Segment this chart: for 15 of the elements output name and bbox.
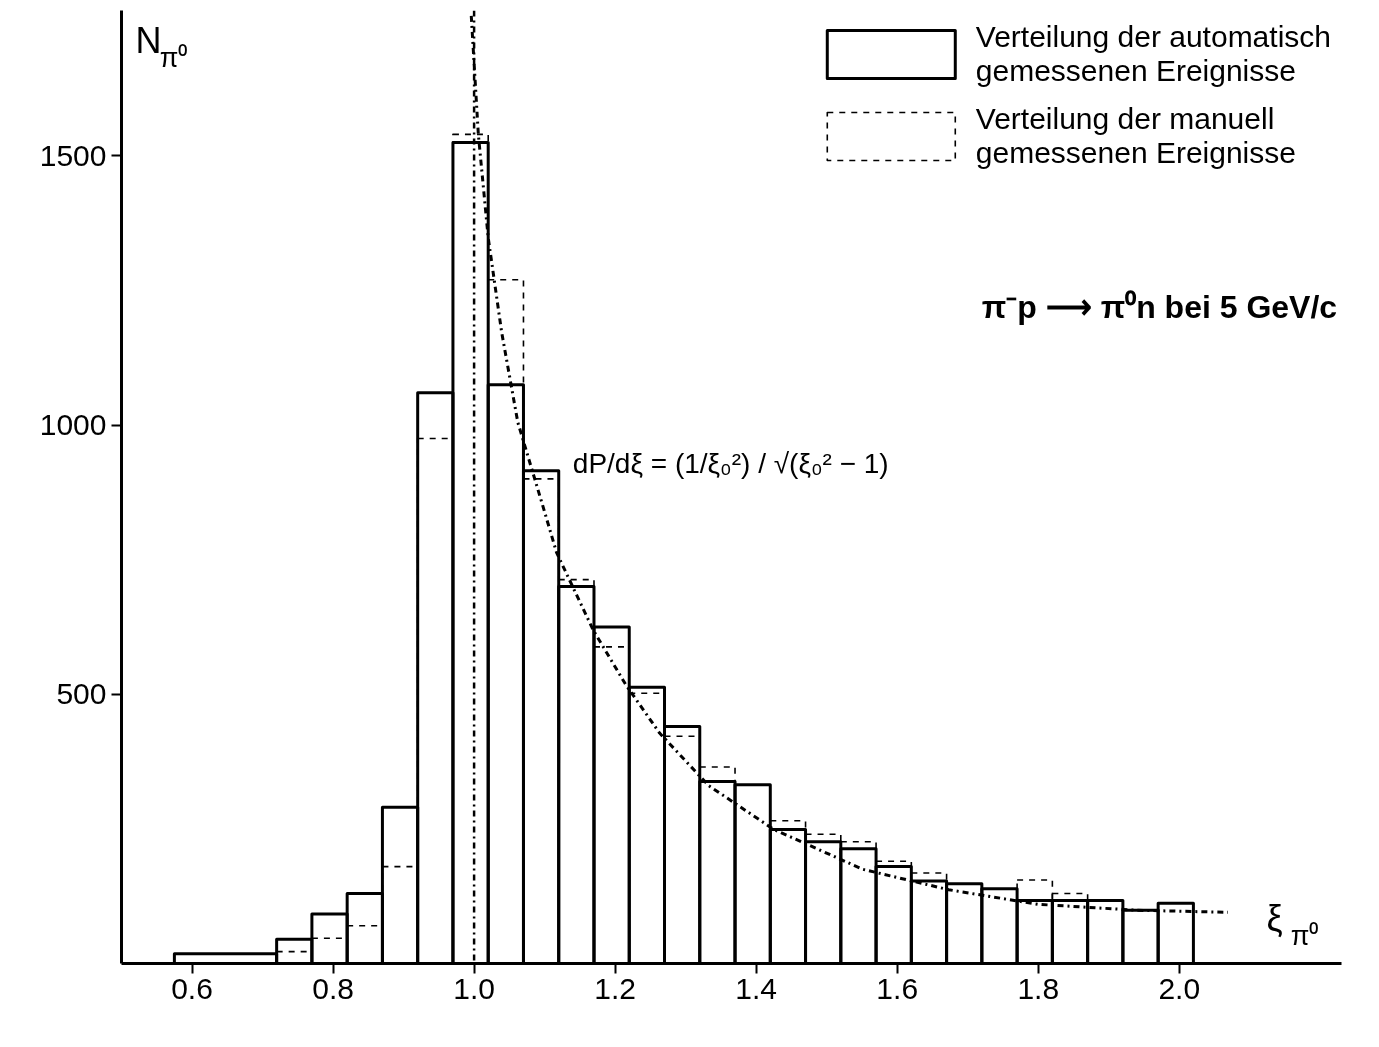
x-tick-label: 1.4 bbox=[735, 971, 778, 1005]
legend-label: Verteilung der manuell gemessenen Ereignisse bbox=[975, 102, 1296, 170]
y-tick-label: 500 bbox=[56, 677, 107, 711]
annotation: dP/dξ = (1/ξ₀²) / √(ξ₀² − 1) bbox=[572, 447, 889, 479]
legend-label: Verteilung der automatisch gemessenen Ereignisse bbox=[975, 20, 1331, 88]
annotation: π⁻p ⟶ π⁰n bei 5 GeV/c bbox=[981, 289, 1338, 326]
y-tick-label: 1000 bbox=[39, 408, 107, 442]
x-tick-label: 1.8 bbox=[1017, 971, 1060, 1005]
x-tick-label: 1.6 bbox=[876, 971, 919, 1005]
x-tick-label: 2.0 bbox=[1158, 971, 1201, 1005]
x-tick-label: 0.6 bbox=[171, 971, 213, 1005]
x-tick-label: 0.8 bbox=[312, 971, 354, 1005]
x-tick-label: 1.2 bbox=[594, 971, 637, 1005]
y-tick-label: 1500 bbox=[39, 138, 107, 172]
x-tick-label: 1.0 bbox=[453, 971, 495, 1005]
